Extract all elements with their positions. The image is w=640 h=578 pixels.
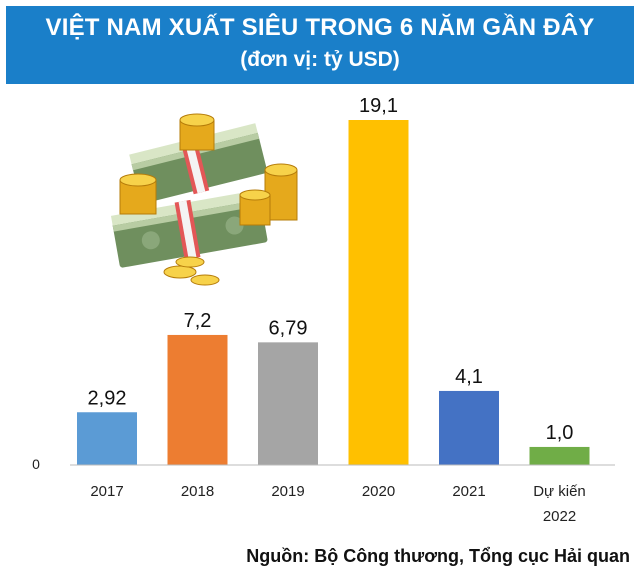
value-label-3: 19,1 [359,95,398,117]
bar-2 [258,342,318,465]
bar-4 [439,390,499,465]
x-tick-label-4: 2021 [452,483,485,500]
bar-1 [167,334,228,465]
value-label-0: 2,92 [88,387,127,409]
chart-subtitle: (đơn vị: tỷ USD) [240,48,400,71]
bars-group [77,120,590,465]
value-label-4: 4,1 [455,366,483,388]
bar-3 [348,120,409,465]
value-label-5: 1,0 [546,422,574,444]
chart-title: VIỆT NAM XUẤT SIÊU TRONG 6 NĂM GẦN ĐÂY [45,14,595,41]
x-tick-labels-group: 2017 2018 2019 2020 2021 Dự kiến 2022 [90,483,585,525]
x-tick-label-1: 2018 [181,483,214,500]
x-tick-label-5-line-1: 2022 [543,508,576,525]
chart-header: VIỆT NAM XUẤT SIÊU TRONG 6 NĂM GẦN ĐÂY (… [6,6,634,84]
source-note: Nguồn: Bộ Công thương, Tổng cục Hải quan [246,546,630,566]
bar-0 [77,412,137,465]
money-stacks-and-gold-coins-icon [110,113,298,286]
y-zero-label: 0 [32,456,40,472]
x-tick-label-2: 2019 [271,483,304,500]
x-tick-label-5-line-0: Dự kiến [533,483,586,500]
value-label-1: 7,2 [184,310,212,332]
value-label-2: 6,79 [269,317,308,339]
x-tick-label-0: 2017 [90,483,123,500]
value-labels-group: 2,92 7,2 6,79 19,1 4,1 1,0 [88,95,574,444]
x-tick-label-3: 2020 [362,483,395,500]
bar-5 [529,446,590,465]
